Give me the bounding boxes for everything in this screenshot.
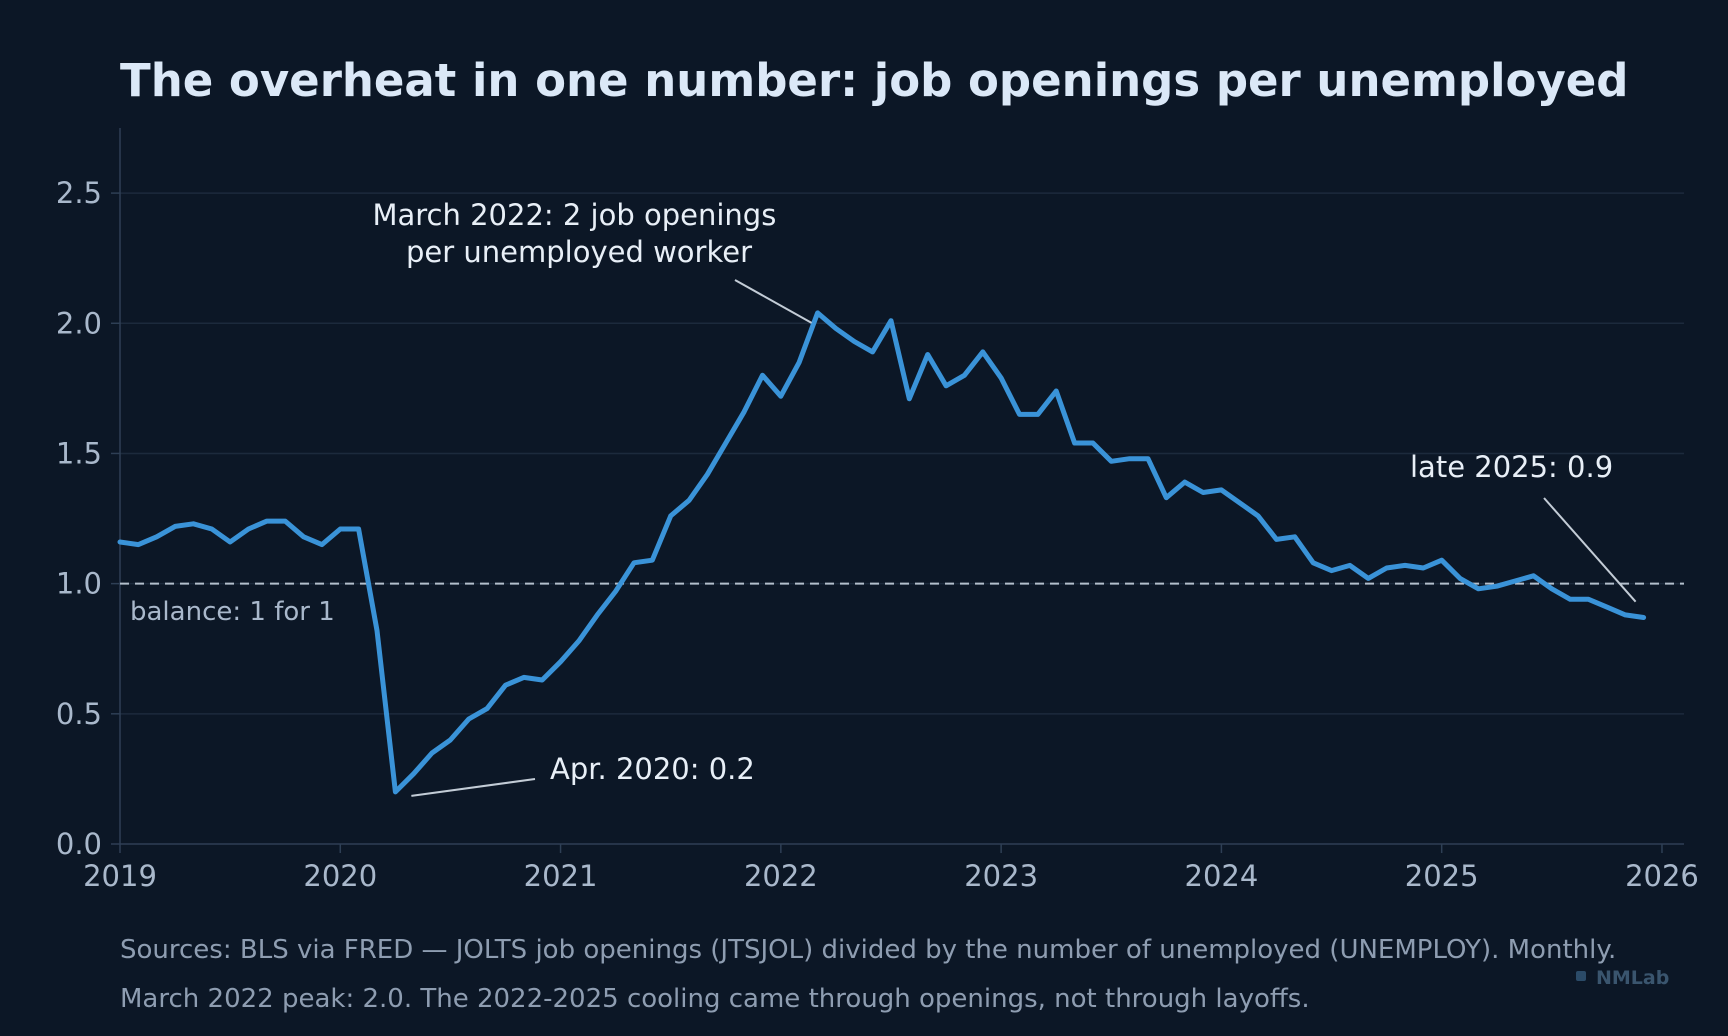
- x-tick-label: 2021: [524, 859, 598, 893]
- reference-label: balance: 1 for 1: [130, 597, 335, 627]
- annotation-latest-leader: [1543, 497, 1637, 603]
- y-tick-label: 1.0: [56, 567, 102, 601]
- x-tick-label: 2022: [744, 859, 818, 893]
- x-axis-ticks: 2019 2020 2021 2022 2023 2024 2025 2026: [83, 844, 1699, 893]
- x-tick-label: 2023: [964, 859, 1038, 893]
- annotation-peak: March 2022: 2 job openings per unemploye…: [372, 198, 785, 269]
- y-axis-ticks: 0.0 0.5 1.0 1.5 2.0 2.5: [56, 176, 120, 861]
- source-note-line2: March 2022 peak: 2.0. The 2022-2025 cool…: [120, 984, 1310, 1014]
- x-tick-label: 2024: [1185, 859, 1259, 893]
- y-tick-label: 0.5: [56, 697, 102, 731]
- brand-name: NMLab: [1596, 967, 1669, 989]
- chart-title: The overheat in one number: job openings…: [120, 54, 1629, 107]
- annotation-trough-leader: [411, 778, 536, 797]
- axes: [119, 128, 1684, 845]
- y-tick-label: 0.0: [56, 827, 102, 861]
- series-line: [117, 310, 1647, 795]
- y-tick-label: 2.5: [56, 176, 102, 210]
- x-tick-label: 2020: [303, 859, 377, 893]
- annotation-peak-line1: March 2022: 2 job openings: [372, 198, 776, 232]
- annotation-trough: Apr. 2020: 0.2: [550, 752, 755, 786]
- annotation-peak-line2: per unemployed worker: [406, 235, 752, 269]
- y-tick-label: 2.0: [56, 306, 102, 340]
- brand-logo-icon: [1576, 971, 1586, 981]
- source-note-line1: Sources: BLS via FRED — JOLTS job openin…: [120, 935, 1616, 965]
- x-tick-label: 2026: [1625, 859, 1699, 893]
- x-tick-label: 2019: [83, 859, 157, 893]
- y-tick-label: 1.5: [56, 436, 102, 470]
- annotation-latest: late 2025: 0.9: [1410, 450, 1613, 484]
- annotation-peak-leader: [734, 279, 813, 324]
- x-tick-label: 2025: [1405, 859, 1479, 893]
